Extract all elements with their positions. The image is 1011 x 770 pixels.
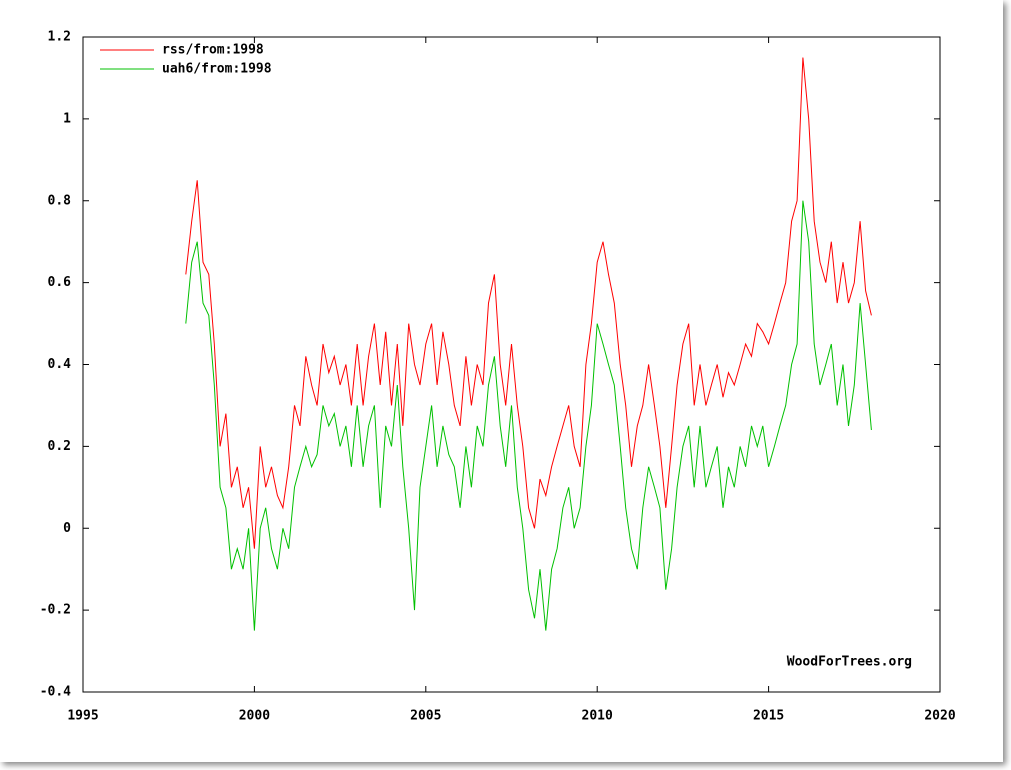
y-tick-label: 1.2 (48, 30, 71, 45)
legend-label: rss/from:1998 (162, 43, 264, 58)
legend-label: uah6/from:1998 (162, 62, 272, 77)
x-tick-label: 1995 (67, 709, 98, 724)
x-tick-label: 2005 (410, 709, 441, 724)
y-tick-label: -0.4 (40, 685, 71, 700)
x-tick-label: 2015 (753, 709, 784, 724)
y-tick-label: -0.2 (40, 603, 71, 618)
annotation: WoodForTrees.org (787, 655, 912, 670)
line-series (185, 200, 872, 631)
y-tick-label: 1 (63, 111, 71, 126)
y-tick-label: 0.4 (48, 357, 72, 372)
y-tick-label: 0.2 (48, 439, 71, 454)
x-tick-label: 2020 (924, 709, 955, 724)
x-tick-label: 2000 (239, 709, 270, 724)
line-series (185, 57, 872, 549)
y-tick-label: 0.8 (48, 193, 72, 208)
y-tick-label: 0 (63, 521, 71, 536)
y-tick-label: 0.6 (48, 275, 72, 290)
plot-area (82, 36, 941, 693)
x-tick-label: 2010 (582, 709, 613, 724)
